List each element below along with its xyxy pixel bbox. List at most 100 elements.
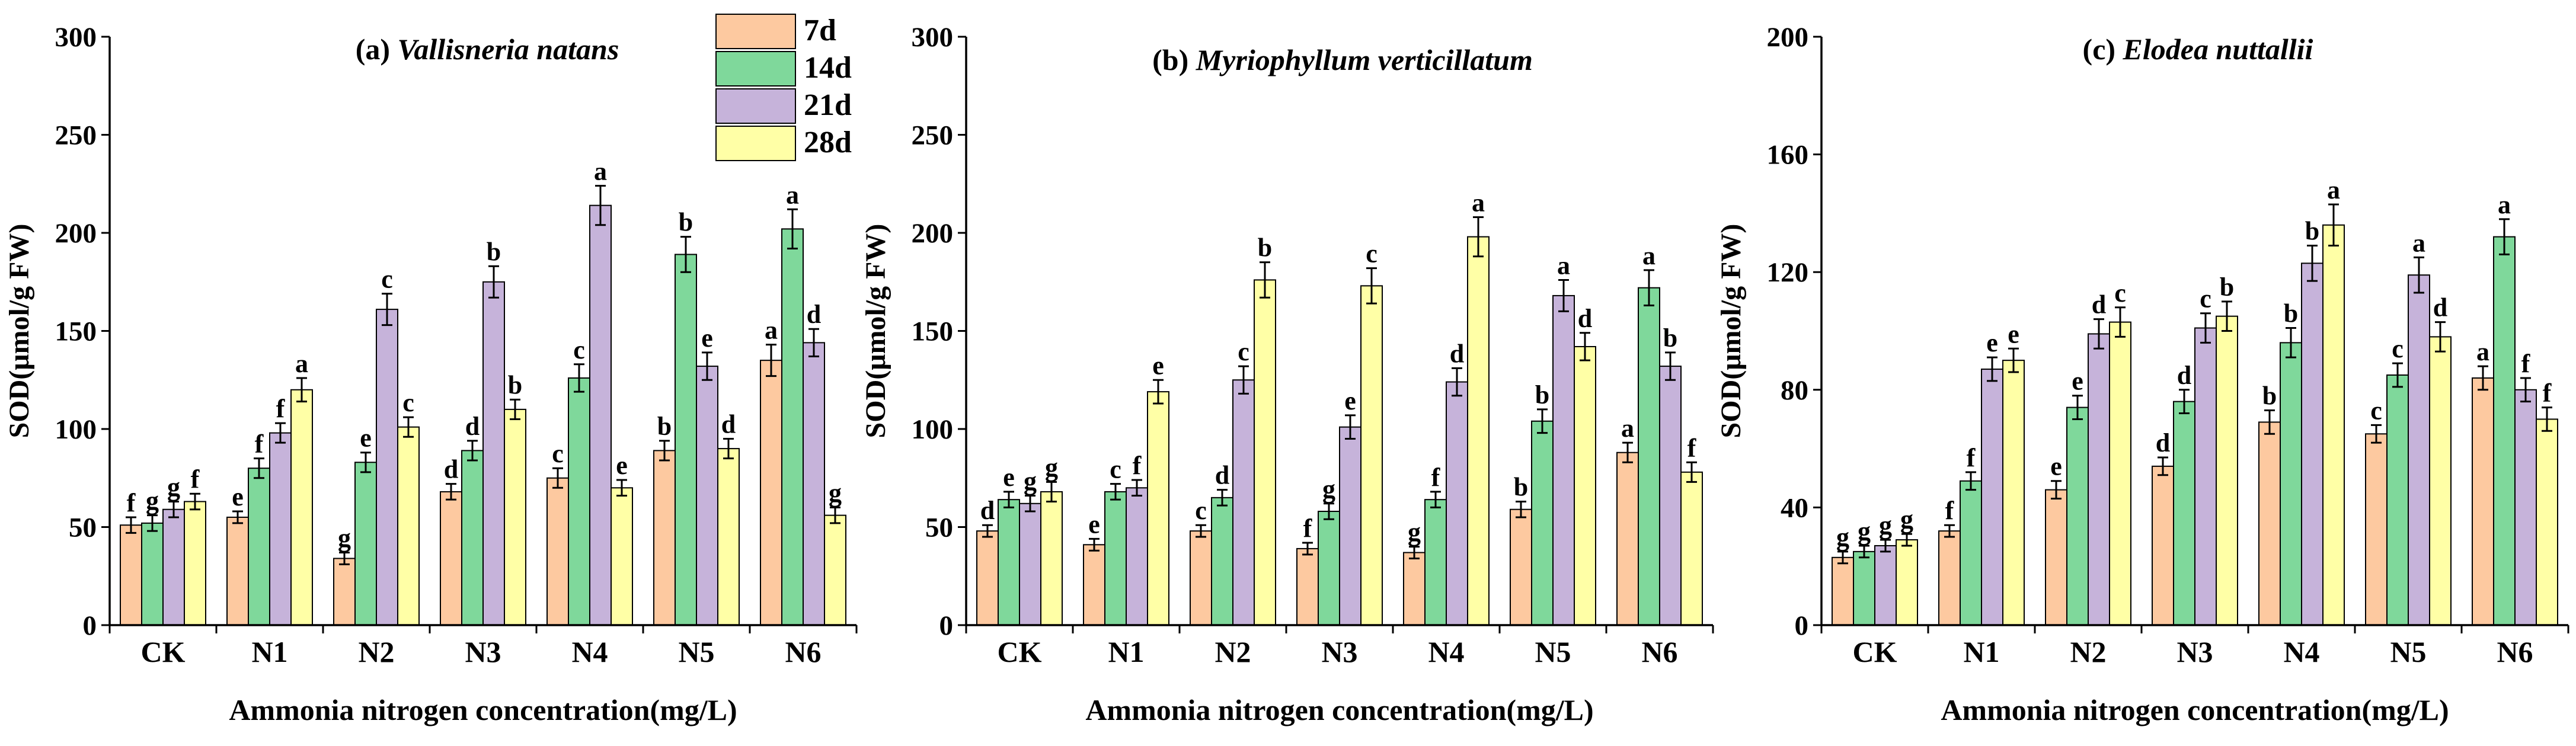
bar-28d-N2 — [2109, 321, 2131, 626]
y-tick-label: 250 — [912, 120, 954, 151]
legend-label-21d: 21d — [804, 88, 852, 122]
bar-21d-N6 — [803, 342, 825, 626]
bar-21d-N3 — [1339, 426, 1361, 626]
bar-7d-N5 — [2365, 433, 2388, 626]
significance-letter: f — [2521, 349, 2531, 378]
bar-7d-N1 — [1938, 530, 1961, 626]
significance-letter: a — [2476, 337, 2489, 366]
chart-title-species: Vallisneria natans — [398, 33, 619, 66]
bar-21d-N3 — [482, 281, 505, 626]
x-tick-label: N1 — [1108, 635, 1144, 668]
significance-letter: g — [167, 472, 180, 501]
bar-7d-CK — [976, 530, 999, 626]
bar-28d-N3 — [1360, 285, 1383, 626]
bar-14d-N3 — [1318, 511, 1340, 626]
y-axis-title: SOD(μmol/g FW) — [860, 224, 891, 438]
x-tick-label: CK — [141, 635, 186, 668]
significance-letter: f — [127, 488, 136, 517]
significance-letter: c — [552, 439, 564, 468]
significance-letter: e — [1152, 351, 1164, 380]
significance-letter: c — [573, 335, 585, 364]
y-axis-title: SOD(μmol/g FW) — [4, 224, 35, 438]
bar-28d-N5 — [1574, 345, 1596, 626]
significance-letter: b — [2305, 217, 2319, 246]
bar-28d-N6 — [1680, 471, 1703, 626]
bar-28d-N1 — [290, 389, 313, 626]
chart-title-species: Elodea nuttallii — [2123, 33, 2313, 66]
x-tick-label: N4 — [2283, 635, 2319, 668]
significance-letter: a — [2498, 190, 2511, 219]
significance-letter: e — [232, 482, 244, 511]
y-tick-label: 120 — [1767, 257, 1809, 288]
bar-21d-N1 — [1126, 487, 1148, 626]
bar-7d-N3 — [2152, 465, 2174, 626]
bar-21d-CK — [162, 508, 185, 626]
bar-21d-N5 — [1552, 294, 1575, 626]
bar-14d-N4 — [1424, 499, 1447, 626]
significance-letter: f — [1431, 463, 1441, 492]
x-tick-label: N5 — [2390, 635, 2426, 668]
bar-28d-N1 — [2002, 360, 2025, 626]
significance-letter: f — [191, 465, 200, 494]
legend-label-28d: 28d — [804, 126, 852, 159]
bar-28d-N5 — [717, 448, 740, 626]
y-tick-label: 50 — [925, 513, 953, 543]
bar-21d-N5 — [2408, 274, 2430, 626]
bar-21d-N4 — [589, 204, 612, 626]
chart-title-prefix: (b) — [1152, 43, 1196, 76]
significance-letter: d — [807, 300, 821, 329]
significance-letter: e — [1088, 510, 1100, 539]
significance-letter: b — [2220, 273, 2234, 302]
x-tick-label: N2 — [2070, 635, 2106, 668]
significance-letter: e — [2008, 319, 2019, 348]
significance-letter: e — [1986, 328, 1998, 357]
significance-letter: b — [1258, 233, 1272, 262]
significance-letter: g — [1322, 475, 1335, 504]
bar-28d-CK — [1040, 491, 1063, 626]
significance-letter: e — [2072, 367, 2083, 396]
significance-letter: f — [1967, 443, 1976, 472]
bar-7d-N1 — [226, 516, 249, 626]
x-tick-label: N5 — [678, 635, 714, 668]
bar-21d-N1 — [1981, 369, 2003, 626]
bar-14d-N2 — [354, 462, 377, 626]
bar-14d-N4 — [2280, 342, 2302, 626]
bar-14d-N6 — [1638, 287, 1660, 626]
bar-7d-CK — [120, 524, 142, 626]
bar-14d-N6 — [2493, 236, 2516, 626]
y-tick-label: 150 — [55, 316, 97, 347]
significance-letter: f — [1945, 496, 1955, 525]
significance-letter: a — [1642, 241, 1655, 270]
significance-letter: e — [360, 424, 372, 453]
x-tick-label: N3 — [1321, 635, 1357, 668]
significance-letter: b — [2262, 382, 2277, 411]
y-tick-label: 100 — [55, 414, 97, 445]
significance-letter: g — [1024, 467, 1037, 496]
x-axis-title: Ammonia nitrogen concentration(mg/L) — [1941, 693, 2449, 726]
bar-21d-N6 — [1659, 366, 1682, 626]
bar-7d-N5 — [653, 450, 676, 626]
significance-letter: g — [1836, 523, 1849, 552]
bar-28d-N5 — [2429, 336, 2452, 626]
x-tick-label: N1 — [1963, 635, 1999, 668]
y-tick-label: 200 — [1767, 22, 1809, 53]
bar-14d-N1 — [1104, 491, 1127, 626]
bar-21d-CK — [1874, 545, 1897, 626]
bar-14d-CK — [998, 499, 1020, 626]
significance-letter: f — [1687, 433, 1697, 462]
significance-letter: g — [1858, 517, 1871, 546]
bar-21d-N2 — [376, 309, 398, 626]
chart-title-prefix: (a) — [356, 33, 398, 66]
significance-letter: e — [1344, 386, 1356, 415]
y-tick-label: 200 — [55, 218, 97, 249]
y-tick-label: 0 — [939, 610, 954, 641]
bar-28d-N3 — [2216, 315, 2238, 626]
significance-letter: a — [594, 157, 607, 186]
significance-letter: c — [1366, 239, 1378, 268]
significance-letter: d — [465, 412, 480, 441]
bar-7d-N3 — [440, 491, 462, 626]
